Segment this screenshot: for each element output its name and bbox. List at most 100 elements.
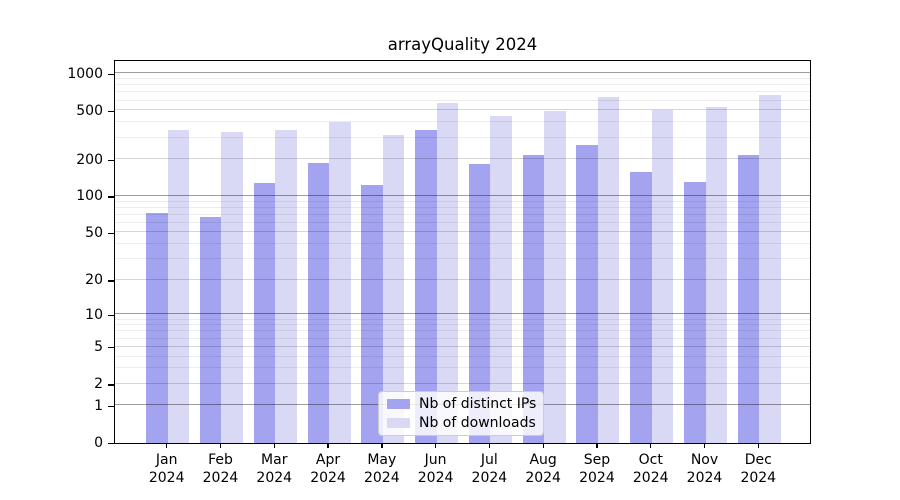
x-tick-nov bbox=[703, 443, 706, 448]
gridline-6 bbox=[115, 337, 810, 339]
bar-downloads-oct bbox=[651, 110, 674, 443]
legend-label-downloads: Nb of downloads bbox=[419, 415, 536, 431]
bar-ips-nov bbox=[684, 181, 706, 443]
y-tick-100 bbox=[107, 196, 114, 198]
bar-ips-jul bbox=[468, 163, 491, 443]
gridline-60 bbox=[115, 221, 810, 223]
gridline-70 bbox=[115, 213, 810, 215]
y-tick-1000 bbox=[107, 73, 114, 76]
gridline-2 bbox=[115, 382, 810, 384]
y-tick-50 bbox=[107, 232, 114, 235]
y-tick-label-200: 200 bbox=[76, 151, 103, 168]
x-tick-jun bbox=[435, 443, 437, 448]
bar-ips-feb bbox=[199, 217, 222, 443]
bar-downloads-jun bbox=[436, 102, 459, 443]
bar-downloads-sep bbox=[597, 96, 620, 443]
legend-item-distinct-ips: Nb of distinct IPs bbox=[387, 396, 543, 412]
gridline-30 bbox=[115, 258, 810, 260]
gridline-7 bbox=[115, 330, 810, 332]
gridline-300 bbox=[115, 136, 810, 138]
plot-area bbox=[114, 59, 811, 444]
bar-downloads-jan bbox=[167, 129, 190, 443]
bar-downloads-mar bbox=[275, 129, 297, 443]
gridline-100 bbox=[115, 194, 810, 196]
x-tick-mar bbox=[273, 443, 275, 448]
legend-swatch-distinct-ips bbox=[387, 399, 410, 409]
gridline-8 bbox=[115, 324, 810, 326]
x-tick-label-nov: Nov 2024 bbox=[686, 451, 723, 486]
bar-ips-aug bbox=[522, 155, 545, 443]
x-tick-label-apr: Apr 2024 bbox=[310, 451, 346, 486]
gridline-3 bbox=[115, 367, 810, 369]
bar-ips-may bbox=[361, 185, 383, 443]
gridline-800 bbox=[115, 84, 810, 86]
x-tick-jan bbox=[166, 443, 168, 448]
x-tick-sep bbox=[596, 443, 598, 448]
y-tick-2 bbox=[107, 384, 114, 386]
x-tick-label-aug: Aug 2024 bbox=[525, 451, 561, 486]
x-tick-label-mar: Mar 2024 bbox=[256, 451, 293, 486]
gridline-5 bbox=[115, 345, 810, 347]
y-tick-10 bbox=[107, 314, 114, 317]
gridline-200 bbox=[115, 158, 810, 160]
x-tick-label-oct: Oct 2024 bbox=[632, 451, 669, 486]
bar-ips-mar bbox=[253, 182, 276, 443]
y-tick-label-100: 100 bbox=[76, 188, 103, 205]
y-tick-20 bbox=[107, 280, 114, 282]
y-tick-label-1000: 1000 bbox=[67, 65, 103, 82]
y-tick-0 bbox=[107, 442, 114, 445]
y-tick-500 bbox=[107, 110, 114, 113]
bar-downloads-apr bbox=[329, 122, 351, 443]
legend-label-distinct-ips: Nb of distinct IPs bbox=[419, 396, 537, 412]
bar-ips-sep bbox=[576, 145, 598, 443]
x-tick-jul bbox=[488, 443, 491, 448]
x-tick-label-may: May 2024 bbox=[363, 451, 400, 486]
bar-ips-jan bbox=[146, 213, 168, 443]
gridline-80 bbox=[115, 206, 810, 208]
bar-downloads-dec bbox=[759, 94, 781, 443]
x-tick-label-jul: Jul 2024 bbox=[471, 451, 508, 486]
gridline-400 bbox=[115, 121, 810, 123]
bar-ips-apr bbox=[307, 163, 330, 443]
gridline-40 bbox=[115, 243, 810, 245]
x-tick-label-jan: Jan 2024 bbox=[148, 451, 185, 486]
y-tick-200 bbox=[107, 159, 114, 161]
bar-downloads-aug bbox=[544, 111, 566, 443]
x-tick-label-dec: Dec 2024 bbox=[740, 451, 777, 486]
gridline-90 bbox=[115, 200, 810, 202]
gridline-4 bbox=[115, 355, 810, 357]
x-tick-feb bbox=[219, 443, 222, 448]
y-tick-label-5: 5 bbox=[94, 339, 103, 356]
x-tick-label-sep: Sep 2024 bbox=[579, 451, 615, 486]
gridline-600 bbox=[115, 99, 810, 101]
gridline-20 bbox=[115, 278, 810, 280]
y-tick-label-1: 1 bbox=[94, 397, 103, 414]
gridline-500 bbox=[115, 109, 810, 111]
x-tick-label-jun: Jun 2024 bbox=[417, 451, 454, 486]
gridline-50 bbox=[115, 231, 810, 233]
y-tick-1 bbox=[107, 405, 114, 408]
y-tick-label-20: 20 bbox=[85, 272, 103, 289]
legend-item-downloads: Nb of downloads bbox=[387, 415, 543, 431]
gridline-10 bbox=[115, 313, 810, 315]
x-tick-may bbox=[381, 443, 383, 448]
bar-ips-jun bbox=[415, 130, 437, 443]
bar-downloads-may bbox=[382, 135, 405, 443]
y-tick-label-50: 50 bbox=[85, 224, 103, 241]
bar-downloads-jul bbox=[490, 115, 512, 443]
x-tick-label-feb: Feb 2024 bbox=[202, 451, 239, 486]
x-tick-oct bbox=[650, 443, 652, 448]
chart-title: arrayQuality 2024 bbox=[387, 35, 538, 54]
y-tick-5 bbox=[107, 347, 114, 349]
gridline-900 bbox=[115, 78, 810, 80]
legend-swatch-downloads bbox=[387, 418, 410, 428]
gridline-1000 bbox=[115, 72, 810, 74]
legend: Nb of distinct IPs Nb of downloads bbox=[378, 391, 544, 436]
y-tick-label-10: 10 bbox=[85, 306, 103, 323]
bar-ips-dec bbox=[737, 154, 760, 443]
x-tick-dec bbox=[757, 443, 759, 448]
bar-downloads-nov bbox=[705, 106, 727, 443]
x-tick-aug bbox=[542, 443, 544, 448]
x-tick-apr bbox=[327, 443, 329, 448]
